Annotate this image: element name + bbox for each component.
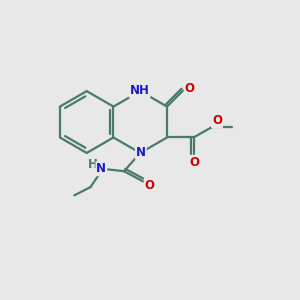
Text: N: N — [96, 162, 106, 175]
Text: O: O — [185, 82, 195, 94]
Text: N: N — [136, 146, 146, 159]
Text: O: O — [145, 178, 155, 191]
Text: NH: NH — [130, 84, 150, 97]
Text: H: H — [88, 158, 98, 171]
Text: O: O — [189, 156, 199, 169]
Text: O: O — [212, 114, 222, 127]
